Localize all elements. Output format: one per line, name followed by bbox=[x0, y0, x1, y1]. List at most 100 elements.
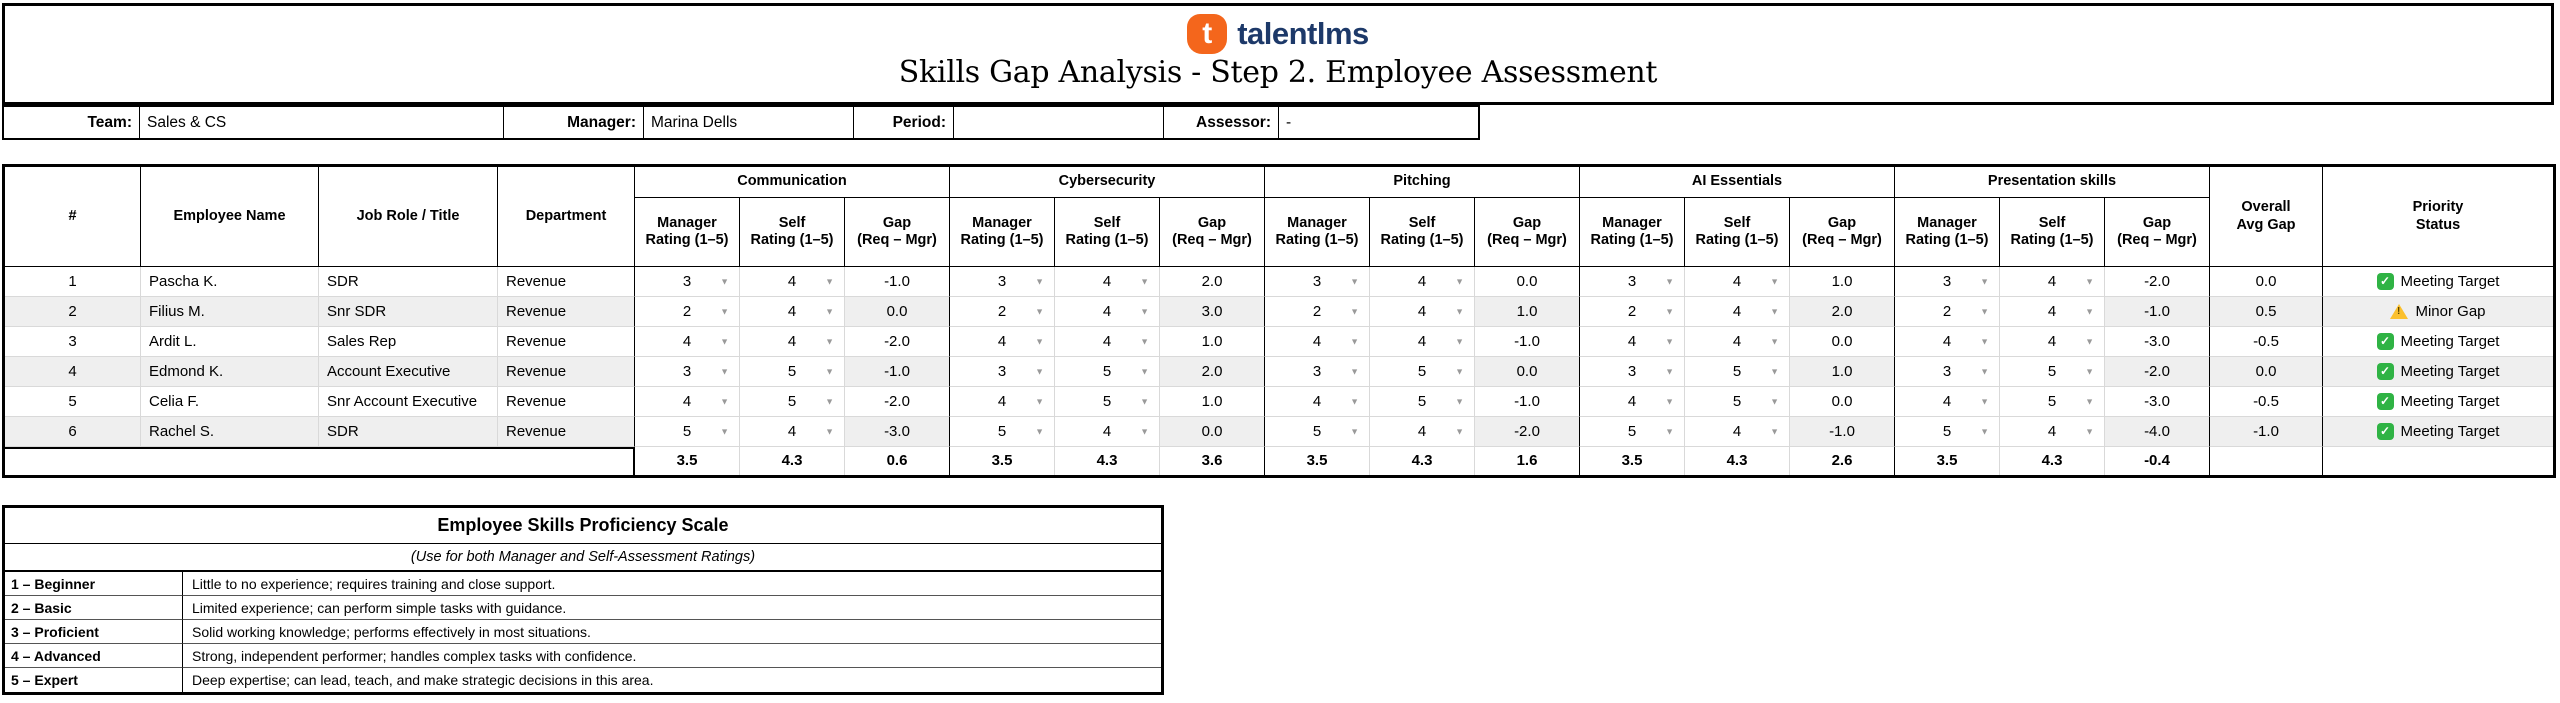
manager-rating-select[interactable]: 2 ▼ bbox=[1895, 297, 2000, 327]
row-number-cell: 3 bbox=[5, 327, 141, 357]
manager-rating-select[interactable]: 4 ▼ bbox=[1265, 327, 1370, 357]
job-role-cell[interactable]: SDR bbox=[319, 267, 498, 297]
self-rating-select[interactable]: 5 ▼ bbox=[2000, 357, 2105, 387]
employee-name-cell[interactable]: Pascha K. bbox=[141, 267, 319, 297]
dropdown-arrow-icon: ▼ bbox=[1455, 396, 1464, 407]
department-cell[interactable]: Revenue bbox=[498, 417, 635, 447]
manager-rating-select[interactable]: 4 ▼ bbox=[635, 327, 740, 357]
manager-rating-select[interactable]: 4 ▼ bbox=[1580, 327, 1685, 357]
self-rating-select[interactable]: 4 ▼ bbox=[1370, 327, 1475, 357]
manager-rating-select[interactable]: 2 ▼ bbox=[950, 297, 1055, 327]
rating-value: 4 bbox=[2047, 302, 2057, 320]
self-rating-select[interactable]: 4 ▼ bbox=[2000, 417, 2105, 447]
status-label: Meeting Target bbox=[2400, 392, 2500, 410]
dropdown-arrow-icon: ▼ bbox=[2085, 276, 2094, 287]
dropdown-arrow-icon: ▼ bbox=[825, 396, 834, 407]
manager-rating-select[interactable]: 2 ▼ bbox=[635, 297, 740, 327]
status-badge: ✓ Meeting Target bbox=[2376, 392, 2500, 411]
employee-name-cell[interactable]: Rachel S. bbox=[141, 417, 319, 447]
department-cell[interactable]: Revenue bbox=[498, 327, 635, 357]
employee-name-cell[interactable]: Edmond K. bbox=[141, 357, 319, 387]
gap-cell: 1.0 bbox=[1160, 387, 1265, 417]
job-role-cell[interactable]: SDR bbox=[319, 417, 498, 447]
employee-name-cell[interactable]: Celia F. bbox=[141, 387, 319, 417]
manager-rating-select[interactable]: 4 ▼ bbox=[1895, 387, 2000, 417]
self-rating-select[interactable]: 5 ▼ bbox=[740, 387, 845, 417]
manager-rating-select[interactable]: 3 ▼ bbox=[635, 267, 740, 297]
dropdown-arrow-icon: ▼ bbox=[1770, 276, 1779, 287]
department-cell[interactable]: Revenue bbox=[498, 267, 635, 297]
self-rating-select[interactable]: 4 ▼ bbox=[740, 297, 845, 327]
self-rating-select[interactable]: 4 ▼ bbox=[1055, 327, 1160, 357]
manager-rating-select[interactable]: 3 ▼ bbox=[1895, 357, 2000, 387]
self-rating-select[interactable]: 5 ▼ bbox=[1685, 357, 1790, 387]
self-rating-select[interactable]: 4 ▼ bbox=[1370, 267, 1475, 297]
rating-column-header: Manager Rating (1–5) bbox=[950, 198, 1055, 267]
self-rating-select[interactable]: 5 ▼ bbox=[1685, 387, 1790, 417]
manager-rating-select[interactable]: 2 ▼ bbox=[1580, 297, 1685, 327]
assessor-value-cell[interactable]: - bbox=[1286, 113, 1292, 131]
manager-rating-select[interactable]: 3 ▼ bbox=[1580, 357, 1685, 387]
priority-status-cell: ✓ Meeting Target bbox=[2323, 267, 2553, 297]
self-rating-select[interactable]: 5 ▼ bbox=[1370, 357, 1475, 387]
employee-name-cell[interactable]: Filius M. bbox=[141, 297, 319, 327]
manager-rating-select[interactable]: 3 ▼ bbox=[1265, 267, 1370, 297]
manager-rating-select[interactable]: 4 ▼ bbox=[1580, 387, 1685, 417]
self-rating-select[interactable]: 4 ▼ bbox=[1055, 297, 1160, 327]
check-icon: ✓ bbox=[2376, 423, 2394, 440]
manager-rating-select[interactable]: 4 ▼ bbox=[950, 327, 1055, 357]
self-rating-select[interactable]: 4 ▼ bbox=[2000, 267, 2105, 297]
dropdown-arrow-icon: ▼ bbox=[1770, 306, 1779, 317]
job-role-cell[interactable]: Snr Account Executive bbox=[319, 387, 498, 417]
self-rating-select[interactable]: 4 ▼ bbox=[1055, 417, 1160, 447]
manager-rating-select[interactable]: 5 ▼ bbox=[950, 417, 1055, 447]
self-rating-select[interactable]: 4 ▼ bbox=[1685, 417, 1790, 447]
self-rating-select[interactable]: 4 ▼ bbox=[740, 327, 845, 357]
manager-rating-select[interactable]: 3 ▼ bbox=[950, 267, 1055, 297]
self-rating-select[interactable]: 4 ▼ bbox=[2000, 297, 2105, 327]
manager-rating-select[interactable]: 4 ▼ bbox=[635, 387, 740, 417]
manager-rating-select[interactable]: 4 ▼ bbox=[1895, 327, 2000, 357]
self-rating-select[interactable]: 4 ▼ bbox=[1370, 297, 1475, 327]
self-rating-select[interactable]: 5 ▼ bbox=[1055, 387, 1160, 417]
manager-rating-select[interactable]: 5 ▼ bbox=[635, 417, 740, 447]
self-rating-select[interactable]: 4 ▼ bbox=[2000, 327, 2105, 357]
manager-rating-select[interactable]: 3 ▼ bbox=[635, 357, 740, 387]
self-rating-select[interactable]: 5 ▼ bbox=[2000, 387, 2105, 417]
employee-name-cell[interactable]: Ardit L. bbox=[141, 327, 319, 357]
rating-value: 3 bbox=[682, 272, 692, 290]
period-value-cell[interactable] bbox=[954, 107, 1164, 138]
dropdown-arrow-icon: ▼ bbox=[1770, 366, 1779, 377]
manager-value-cell[interactable]: Marina Dells bbox=[644, 107, 854, 138]
self-rating-select[interactable]: 4 ▼ bbox=[740, 267, 845, 297]
self-rating-select[interactable]: 5 ▼ bbox=[740, 357, 845, 387]
self-rating-select[interactable]: 5 ▼ bbox=[1370, 387, 1475, 417]
job-role-cell[interactable]: Snr SDR bbox=[319, 297, 498, 327]
manager-rating-select[interactable]: 4 ▼ bbox=[950, 387, 1055, 417]
self-rating-select[interactable]: 4 ▼ bbox=[1055, 267, 1160, 297]
self-rating-select[interactable]: 4 ▼ bbox=[1370, 417, 1475, 447]
manager-rating-select[interactable]: 3 ▼ bbox=[1580, 267, 1685, 297]
average-value-cell: 2.6 bbox=[1790, 447, 1895, 475]
department-cell[interactable]: Revenue bbox=[498, 297, 635, 327]
manager-rating-select[interactable]: 4 ▼ bbox=[1265, 387, 1370, 417]
job-role-cell[interactable]: Sales Rep bbox=[319, 327, 498, 357]
rating-value: 4 bbox=[1942, 332, 1952, 350]
self-rating-select[interactable]: 4 ▼ bbox=[1685, 267, 1790, 297]
manager-rating-select[interactable]: 5 ▼ bbox=[1895, 417, 2000, 447]
self-rating-select[interactable]: 4 ▼ bbox=[740, 417, 845, 447]
department-cell[interactable]: Revenue bbox=[498, 357, 635, 387]
manager-rating-select[interactable]: 5 ▼ bbox=[1265, 417, 1370, 447]
self-rating-select[interactable]: 4 ▼ bbox=[1685, 297, 1790, 327]
self-rating-select[interactable]: 5 ▼ bbox=[1055, 357, 1160, 387]
manager-rating-select[interactable]: 3 ▼ bbox=[1895, 267, 2000, 297]
department-cell[interactable]: Revenue bbox=[498, 387, 635, 417]
manager-rating-select[interactable]: 3 ▼ bbox=[950, 357, 1055, 387]
manager-rating-select[interactable]: 2 ▼ bbox=[1265, 297, 1370, 327]
manager-rating-select[interactable]: 3 ▼ bbox=[1265, 357, 1370, 387]
self-rating-select[interactable]: 4 ▼ bbox=[1685, 327, 1790, 357]
manager-rating-select[interactable]: 5 ▼ bbox=[1580, 417, 1685, 447]
team-value-cell[interactable]: Sales & CS bbox=[140, 107, 504, 138]
dropdown-arrow-icon: ▼ bbox=[1665, 276, 1674, 287]
job-role-cell[interactable]: Account Executive bbox=[319, 357, 498, 387]
